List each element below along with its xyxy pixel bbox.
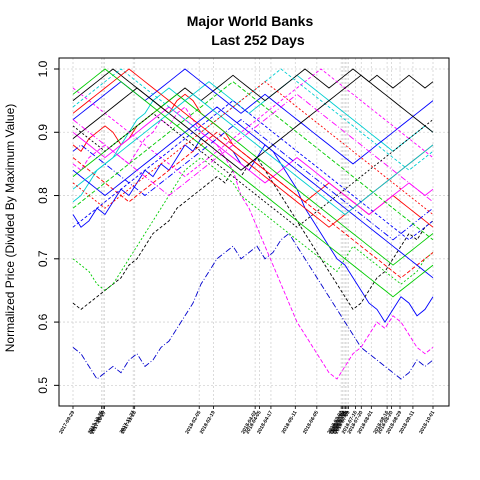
y-tick-label: 0.8 xyxy=(36,187,50,204)
y-tick-label: 0.5 xyxy=(36,377,50,394)
chart-title: Major World Banks xyxy=(187,13,314,29)
chart-subtitle: Last 252 Days xyxy=(211,32,305,48)
y-tick-label: 0.9 xyxy=(36,124,50,141)
y-tick-label: 0.6 xyxy=(36,313,50,330)
y-tick-label: 0.7 xyxy=(36,250,50,267)
y-axis-label: Normalized Price (Divided By Maximum Val… xyxy=(3,104,17,353)
y-tick-label: 1.0 xyxy=(36,60,50,77)
